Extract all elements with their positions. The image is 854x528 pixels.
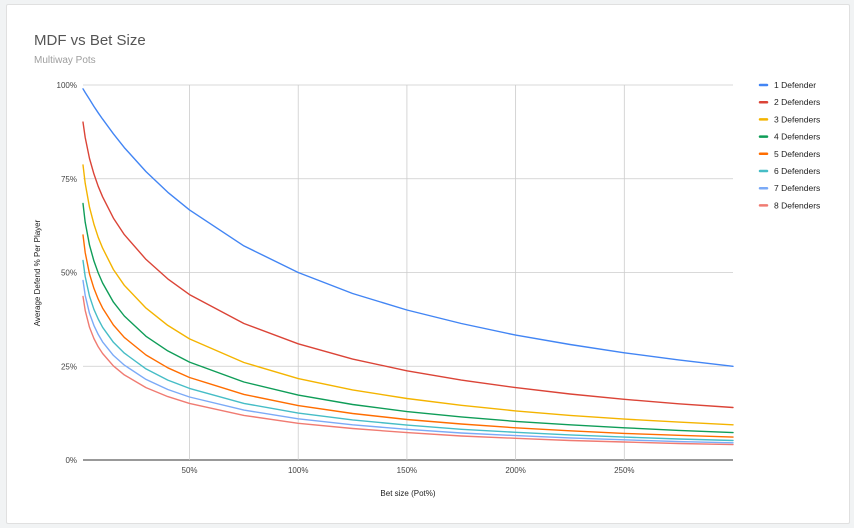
- series-line-8: [82, 295, 734, 446]
- y-tick-label: 100%: [57, 81, 77, 90]
- y-tick-label: 75%: [61, 175, 77, 184]
- x-tick-label: 50%: [182, 466, 198, 475]
- x-axis-label: Bet size (Pot%): [380, 489, 435, 498]
- legend: 1 Defender 2 Defenders 3 Defenders 4 Defend…: [758, 80, 820, 210]
- y-axis-label: Average Defend % Per Player: [33, 219, 42, 326]
- legend-label: 3 Defenders: [774, 114, 820, 124]
- grid-lines: [83, 84, 733, 461]
- y-tick-label: 50%: [61, 269, 77, 278]
- legend-label: 6 Defenders: [774, 166, 820, 176]
- legend-label: 7 Defenders: [774, 183, 820, 193]
- legend-label: 2 Defenders: [774, 97, 820, 107]
- x-tick-label: 100%: [288, 466, 308, 475]
- series-line-1: [82, 88, 734, 367]
- series-line-4: [82, 202, 734, 434]
- legend-label: 5 Defenders: [774, 149, 820, 159]
- y-tick-label: 0%: [65, 456, 77, 465]
- series-line-5: [82, 234, 734, 438]
- chart-title: MDF vs Bet Size: [34, 32, 146, 49]
- legend-label: 4 Defenders: [774, 132, 820, 142]
- x-axis-ticks: 50% 100% 150% 200% 250%: [182, 466, 635, 475]
- chart-subtitle: Multiway Pots: [34, 55, 96, 66]
- legend-label: 1 Defender: [774, 80, 816, 90]
- y-axis-ticks: 0% 25% 50% 75% 100%: [57, 81, 77, 465]
- series-line-3: [82, 164, 734, 426]
- x-tick-label: 200%: [505, 466, 525, 475]
- x-tick-label: 250%: [614, 466, 634, 475]
- series-line-7: [82, 279, 734, 444]
- legend-label: 8 Defenders: [774, 200, 820, 210]
- series-lines: [82, 88, 734, 446]
- x-tick-label: 150%: [397, 466, 417, 475]
- chart-card: MDF vs Bet Size Multiway Pots: [6, 4, 850, 524]
- series-line-6: [82, 259, 734, 442]
- y-tick-label: 25%: [61, 362, 77, 371]
- series-line-2: [82, 121, 734, 409]
